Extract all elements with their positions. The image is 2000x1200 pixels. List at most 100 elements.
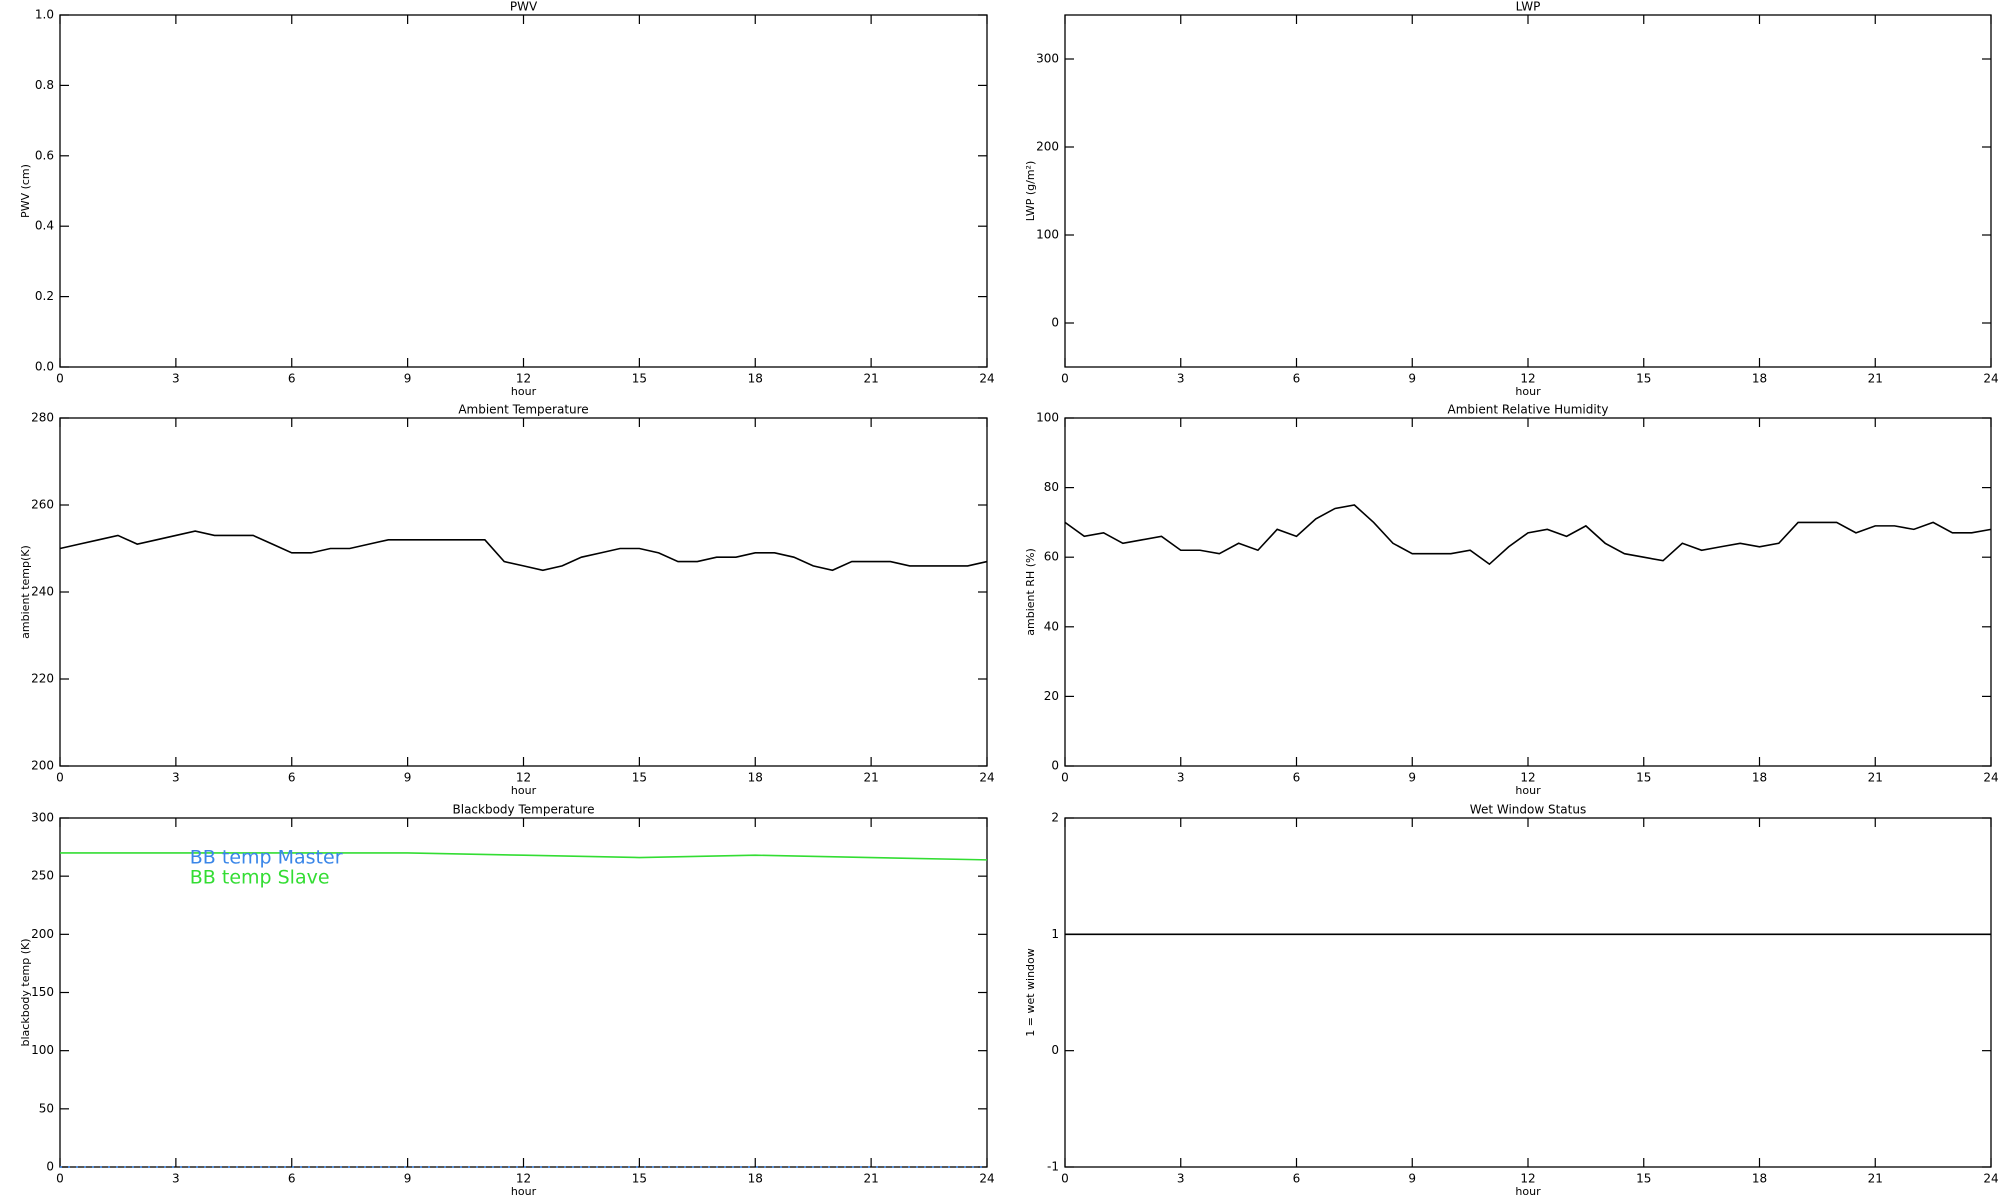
x-tick-label: 24 <box>1983 1172 1998 1186</box>
x-tick-label: 18 <box>748 372 763 386</box>
x-tick-label: 6 <box>1293 372 1301 386</box>
x-tick-label: 21 <box>1868 1172 1883 1186</box>
y-tick-label: 80 <box>1044 480 1059 494</box>
x-tick-label: 21 <box>863 1172 878 1186</box>
data-line <box>1064 504 1992 566</box>
x-tick-label: 24 <box>1983 771 1998 785</box>
x-tick-label: 21 <box>863 372 878 386</box>
x-tick-label: 3 <box>1177 771 1185 785</box>
data-line <box>59 530 988 572</box>
x-tick-label: 9 <box>1408 771 1416 785</box>
x-tick-label: 12 <box>516 771 531 785</box>
x-axis-label: hour <box>1515 385 1541 398</box>
y-tick-label: 100 <box>1036 411 1059 425</box>
y-tick-label: 50 <box>39 1101 54 1115</box>
y-tick-label: 20 <box>1044 689 1059 703</box>
x-tick-label: 9 <box>404 1172 412 1186</box>
legend-entry: BB temp Slave <box>190 867 330 889</box>
plot-frame <box>59 14 988 368</box>
y-tick-label: 200 <box>31 927 54 941</box>
x-axis-label: hour <box>511 385 537 398</box>
y-tick-label: 60 <box>1044 550 1059 564</box>
y-tick-label: 0.2 <box>35 289 54 303</box>
plot-frame <box>1064 14 1992 368</box>
x-tick-label: 0 <box>56 771 64 785</box>
x-tick-label: 3 <box>172 771 180 785</box>
y-tick-label: 250 <box>31 869 54 883</box>
y-tick-label: 40 <box>1044 619 1059 633</box>
x-tick-label: 15 <box>632 1172 647 1186</box>
chart-title: PWV <box>510 0 538 14</box>
y-tick-label: 0 <box>1051 1043 1059 1057</box>
x-axis-label: hour <box>511 1185 537 1198</box>
chart-title: Wet Window Status <box>1470 803 1586 817</box>
x-tick-label: 3 <box>172 372 180 386</box>
y-tick-label: 100 <box>1036 228 1059 242</box>
y-tick-label: -1 <box>1047 1160 1059 1174</box>
y-axis-label: ambient RH (%) <box>1024 548 1037 636</box>
x-tick-label: 0 <box>1061 372 1069 386</box>
y-tick-label: 0.6 <box>35 148 54 162</box>
y-axis-label: PWV (cm) <box>19 164 32 218</box>
x-tick-label: 12 <box>516 1172 531 1186</box>
plot-frame <box>1064 417 1992 767</box>
y-tick-label: 0.8 <box>35 78 54 92</box>
plot-frame <box>1064 817 1992 1168</box>
x-tick-label: 12 <box>1520 1172 1535 1186</box>
x-tick-label: 3 <box>1177 372 1185 386</box>
x-tick-label: 18 <box>1752 372 1767 386</box>
x-tick-label: 9 <box>1408 372 1416 386</box>
legend-entry: BB temp Master <box>190 847 343 869</box>
y-axis-label: 1 = wet window <box>1024 948 1037 1037</box>
x-tick-label: 15 <box>1636 372 1651 386</box>
x-tick-label: 0 <box>56 372 64 386</box>
x-axis-label: hour <box>511 784 537 797</box>
x-tick-label: 18 <box>748 1172 763 1186</box>
x-tick-label: 12 <box>516 372 531 386</box>
y-tick-label: 260 <box>31 498 54 512</box>
x-tick-label: 12 <box>1520 771 1535 785</box>
y-axis-label: ambient temp(K) <box>19 545 32 639</box>
plot-frame <box>59 417 988 767</box>
x-tick-label: 18 <box>1752 1172 1767 1186</box>
y-tick-label: 220 <box>31 672 54 686</box>
y-axis-label: LWP (g/m²) <box>1024 161 1037 222</box>
chart-title: Ambient Temperature <box>458 403 588 417</box>
x-tick-label: 6 <box>288 771 296 785</box>
y-tick-label: 0 <box>46 1160 54 1174</box>
y-tick-label: 1 <box>1051 927 1059 941</box>
chart-title: Blackbody Temperature <box>453 803 595 817</box>
x-tick-label: 9 <box>404 372 412 386</box>
y-tick-label: 0.4 <box>35 219 54 233</box>
x-tick-label: 15 <box>632 771 647 785</box>
x-tick-label: 21 <box>1868 771 1883 785</box>
x-axis-label: hour <box>1515 1185 1541 1198</box>
x-tick-label: 9 <box>404 771 412 785</box>
data-line <box>60 852 988 861</box>
y-tick-label: 0 <box>1051 759 1059 773</box>
y-tick-label: 200 <box>1036 140 1059 154</box>
x-tick-label: 12 <box>1520 372 1535 386</box>
x-tick-label: 18 <box>748 771 763 785</box>
x-tick-label: 18 <box>1752 771 1767 785</box>
y-tick-label: 0.0 <box>35 360 54 374</box>
chart-title: Ambient Relative Humidity <box>1448 403 1609 417</box>
x-tick-label: 24 <box>979 1172 994 1186</box>
y-tick-label: 280 <box>31 411 54 425</box>
x-tick-label: 9 <box>1408 1172 1416 1186</box>
y-tick-label: 240 <box>31 585 54 599</box>
y-tick-label: 150 <box>31 985 54 999</box>
y-tick-label: 300 <box>1036 52 1059 66</box>
y-tick-label: 1.0 <box>35 8 54 22</box>
x-tick-label: 15 <box>632 372 647 386</box>
y-tick-label: 300 <box>31 811 54 825</box>
x-tick-label: 15 <box>1636 771 1651 785</box>
x-axis-label: hour <box>1515 784 1541 797</box>
x-tick-label: 3 <box>1177 1172 1185 1186</box>
y-tick-label: 2 <box>1051 811 1059 825</box>
y-tick-label: 0 <box>1051 316 1059 330</box>
x-tick-label: 3 <box>172 1172 180 1186</box>
x-tick-label: 0 <box>1061 1172 1069 1186</box>
x-tick-label: 24 <box>979 372 994 386</box>
